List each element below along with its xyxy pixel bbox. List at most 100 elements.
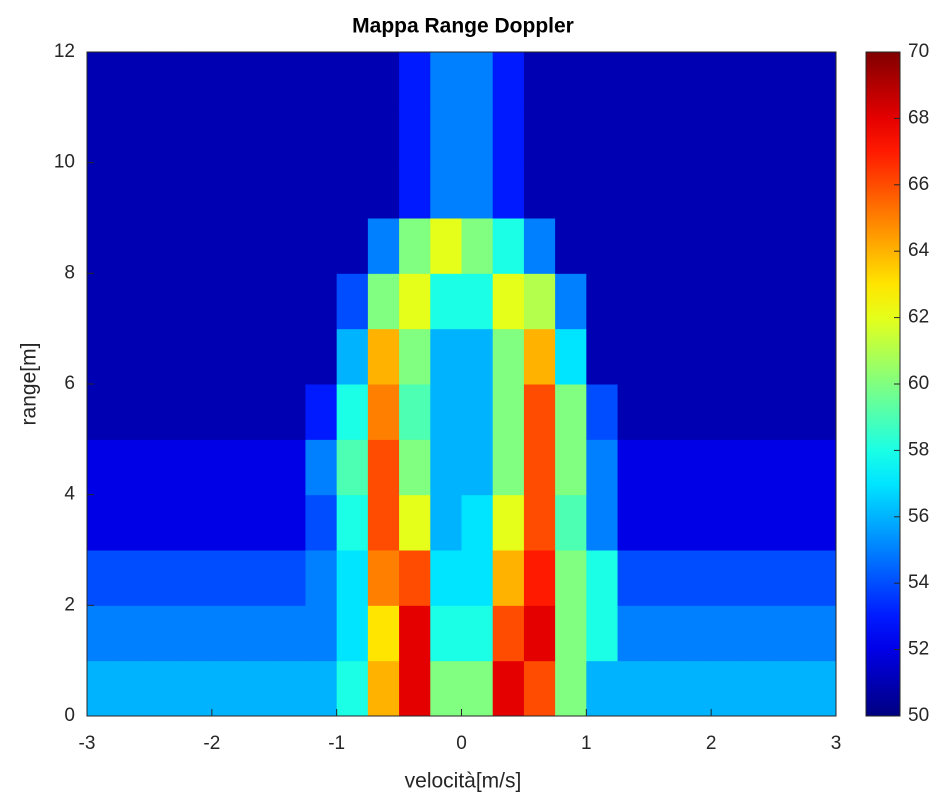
heatmap-cell <box>118 384 150 440</box>
heatmap-cell <box>742 439 775 496</box>
heatmap-cell <box>211 52 244 108</box>
x-tick-label: 0 <box>456 733 467 754</box>
heatmap-cell <box>523 605 556 662</box>
heatmap-cell <box>586 660 619 717</box>
heatmap-cell <box>742 273 775 330</box>
heatmap-cell <box>118 218 150 274</box>
heatmap-cell <box>742 605 775 662</box>
heatmap-cell <box>87 107 119 164</box>
y-tick-label: 6 <box>64 373 75 394</box>
heatmap-cell <box>87 273 119 330</box>
heatmap-cell <box>274 605 306 662</box>
heatmap-cell <box>243 439 275 496</box>
heatmap-cell <box>211 328 244 385</box>
heatmap-cell <box>555 494 587 551</box>
heatmap-cell <box>461 328 494 385</box>
heatmap-cell <box>399 162 431 219</box>
heatmap-cell <box>243 218 275 274</box>
heatmap-cell <box>679 107 712 164</box>
heatmap-cell <box>367 162 400 219</box>
heatmap-cell <box>711 550 743 606</box>
heatmap-cell <box>804 273 837 330</box>
heatmap-cell <box>243 384 275 440</box>
heatmap-cell <box>586 605 619 662</box>
heatmap-cell <box>336 439 369 496</box>
heatmap-cell <box>180 52 213 108</box>
heatmap-cell <box>742 52 775 108</box>
heatmap-cell <box>87 550 119 606</box>
colorbar-tick-label: 50 <box>908 705 929 726</box>
heatmap-cell <box>336 494 369 551</box>
heatmap-cell <box>555 439 587 496</box>
heatmap-cell <box>118 162 150 219</box>
heatmap-cell <box>804 605 837 662</box>
heatmap-cell <box>742 107 775 164</box>
heatmap-cell <box>461 162 494 219</box>
heatmap-cell <box>180 328 213 385</box>
heatmap-cell <box>711 439 743 496</box>
heatmap-cell <box>617 273 650 330</box>
heatmap-cell <box>773 439 806 496</box>
heatmap-cell <box>149 162 182 219</box>
heatmap-cell <box>586 218 619 274</box>
heatmap-cell <box>243 107 275 164</box>
heatmap-cell <box>804 439 837 496</box>
y-tick-label: 8 <box>64 262 75 283</box>
heatmap-cell <box>243 605 275 662</box>
heatmap-cell <box>399 384 431 440</box>
heatmap-cell <box>305 439 338 496</box>
heatmap-cell <box>617 605 650 662</box>
x-tick-label: -2 <box>203 733 220 754</box>
heatmap-cell <box>461 660 494 717</box>
colorbar-tick-label: 58 <box>908 439 929 460</box>
heatmap-cell <box>430 218 462 274</box>
heatmap-cell <box>399 660 431 717</box>
heatmap-cell <box>523 107 556 164</box>
heatmap-cell <box>523 52 556 108</box>
colorbar-tick-label: 54 <box>908 572 930 593</box>
heatmap-cell <box>492 550 525 606</box>
heatmap-cell <box>243 328 275 385</box>
heatmap-cell <box>804 384 837 440</box>
heatmap-cell <box>804 107 837 164</box>
heatmap-cell <box>367 439 400 496</box>
heatmap-cell <box>492 439 525 496</box>
heatmap-cell <box>305 107 338 164</box>
heatmap-cell <box>648 218 681 274</box>
heatmap-cell <box>430 605 462 662</box>
heatmap-cell <box>586 384 619 440</box>
heatmap-cell <box>586 550 619 606</box>
heatmap-cell <box>711 273 743 330</box>
heatmap-cell <box>336 605 369 662</box>
heatmap-cell <box>180 384 213 440</box>
heatmap-cell <box>243 273 275 330</box>
heatmap-cell <box>149 605 182 662</box>
x-tick-label: -1 <box>328 733 345 754</box>
heatmap-cell <box>679 550 712 606</box>
heatmap-cell <box>523 384 556 440</box>
heatmap-cell <box>274 550 306 606</box>
heatmap-cell <box>773 660 806 717</box>
heatmap-cell <box>773 328 806 385</box>
heatmap-cell <box>305 162 338 219</box>
heatmap-cell <box>305 494 338 551</box>
heatmap-cell <box>430 384 462 440</box>
heatmap-cell <box>648 550 681 606</box>
heatmap-cell <box>523 218 556 274</box>
heatmap-cell <box>742 328 775 385</box>
heatmap-cell <box>679 328 712 385</box>
heatmap-cell <box>211 494 244 551</box>
heatmap-cell <box>430 494 462 551</box>
heatmap-cell <box>586 107 619 164</box>
heatmap-cell <box>118 273 150 330</box>
heatmap-cell <box>87 328 119 385</box>
heatmap-cell <box>711 384 743 440</box>
heatmap-cell <box>773 162 806 219</box>
heatmap-cell <box>87 439 119 496</box>
heatmap-cell <box>399 107 431 164</box>
heatmap-cell <box>149 384 182 440</box>
heatmap-cell <box>211 218 244 274</box>
heatmap-cell <box>180 660 213 717</box>
heatmap-cell <box>243 162 275 219</box>
